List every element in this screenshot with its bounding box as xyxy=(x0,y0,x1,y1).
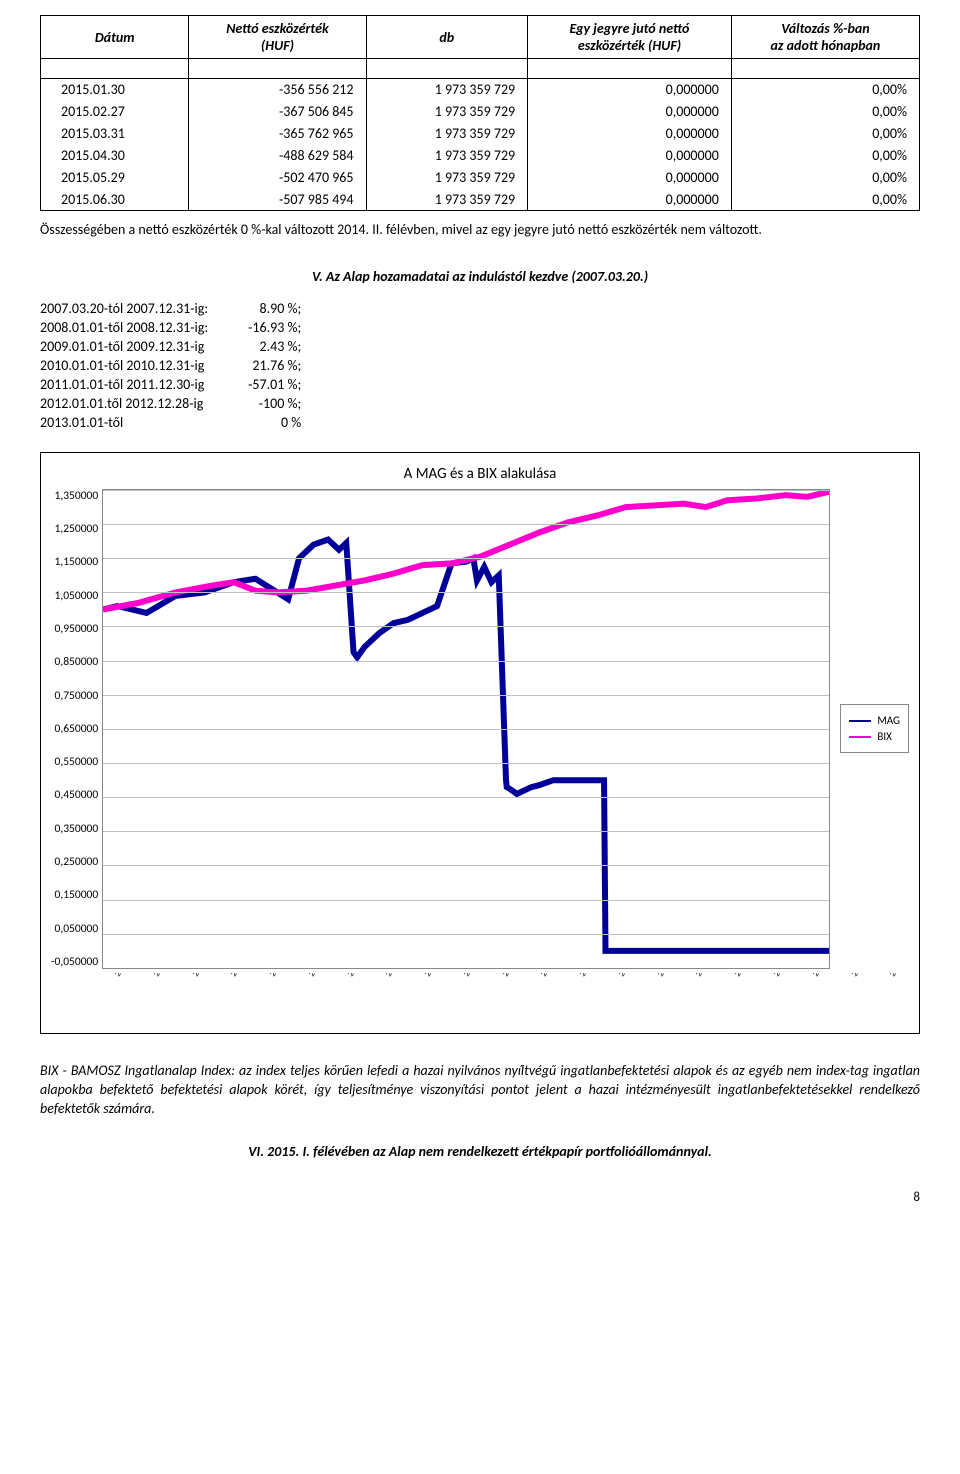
legend-item: BIX xyxy=(849,730,900,743)
table-row: 2015.01.30-356 556 2121 973 359 7290,000… xyxy=(41,79,920,101)
table-header-cell: Egy jegyre jutó nettóeszközérték (HUF) xyxy=(528,16,732,59)
table-cell: -507 985 494 xyxy=(189,189,366,211)
table-cell: 1 973 359 729 xyxy=(366,145,528,167)
table-cell: 0,00% xyxy=(731,145,919,167)
table-cell: -365 762 965 xyxy=(189,123,366,145)
table-cell: 1 973 359 729 xyxy=(366,79,528,101)
returns-row: 2009.01.01-től 2009.12.31-ig2.43 %; xyxy=(40,337,311,356)
table-cell: 0,000000 xyxy=(528,79,732,101)
table-cell: 2015.05.29 xyxy=(41,167,189,189)
chart-y-axis: 1,3500001,2500001,1500001,0500000,950000… xyxy=(51,489,102,969)
chart-series-mag xyxy=(103,539,829,950)
table-cell: 2015.04.30 xyxy=(41,145,189,167)
table-cell: -367 506 845 xyxy=(189,101,366,123)
table-header-cell: Nettó eszközérték(HUF) xyxy=(189,16,366,59)
table-cell: -488 629 584 xyxy=(189,145,366,167)
legend-swatch xyxy=(849,736,871,738)
table-row: 2015.05.29-502 470 9651 973 359 7290,000… xyxy=(41,167,920,189)
returns-row: 2011.01.01-től 2011.12.30-ig-57.01 %; xyxy=(40,375,311,394)
table-cell: 0,000000 xyxy=(528,189,732,211)
table-cell: -502 470 965 xyxy=(189,167,366,189)
table-row: 2015.02.27-367 506 8451 973 359 7290,000… xyxy=(41,101,920,123)
page-number: 8 xyxy=(40,1190,920,1205)
table-cell: 0,000000 xyxy=(528,167,732,189)
chart-container: A MAG és a BIX alakulása 1,3500001,25000… xyxy=(40,452,920,1034)
table-cell: 1 973 359 729 xyxy=(366,101,528,123)
table-row: 2015.04.30-488 629 5841 973 359 7290,000… xyxy=(41,145,920,167)
table-cell: 0,00% xyxy=(731,79,919,101)
returns-table: 2007.03.20-tól 2007.12.31-ig:8.90 %;2008… xyxy=(40,299,311,432)
table-cell: 1 973 359 729 xyxy=(366,189,528,211)
bix-footnote: BIX - BAMOSZ Ingatlanalap Index: az inde… xyxy=(40,1062,920,1119)
chart-title: A MAG és a BIX alakulása xyxy=(51,465,909,483)
chart-x-axis: 2007.03.202007.06.272007.10.022008.01.14… xyxy=(113,973,909,1025)
legend-swatch xyxy=(849,720,871,722)
table-cell: 2015.03.31 xyxy=(41,123,189,145)
returns-row: 2012.01.01.től 2012.12.28-ig-100 %; xyxy=(40,394,311,413)
table-cell: 0,00% xyxy=(731,189,919,211)
table-cell: 2015.02.27 xyxy=(41,101,189,123)
returns-row: 2013.01.01-től0 % xyxy=(40,413,311,432)
section-vi-title: VI. 2015. I. félévében az Alap nem rende… xyxy=(40,1143,920,1160)
table-cell: 0,000000 xyxy=(528,123,732,145)
table-cell: 0,000000 xyxy=(528,145,732,167)
returns-row: 2007.03.20-tól 2007.12.31-ig:8.90 %; xyxy=(40,299,311,318)
table-cell: 1 973 359 729 xyxy=(366,167,528,189)
chart-plot-area xyxy=(102,489,830,969)
table-cell: 2015.01.30 xyxy=(41,79,189,101)
chart-legend: MAG BIX xyxy=(840,704,909,753)
legend-item: MAG xyxy=(849,714,900,727)
table-row: 2015.06.30-507 985 4941 973 359 7290,000… xyxy=(41,189,920,211)
table-cell: 0,00% xyxy=(731,123,919,145)
table-cell: 1 973 359 729 xyxy=(366,123,528,145)
table-header-cell: Dátum xyxy=(41,16,189,59)
table-header-cell: Változás %-banaz adott hónapban xyxy=(731,16,919,59)
table-cell: 2015.06.30 xyxy=(41,189,189,211)
returns-row: 2010.01.01-től 2010.12.31-ig21.76 %; xyxy=(40,356,311,375)
table-cell: 0,00% xyxy=(731,101,919,123)
returns-row: 2008.01.01-től 2008.12.31-ig:-16.93 %; xyxy=(40,318,311,337)
table-cell: 0,000000 xyxy=(528,101,732,123)
table-header-cell: db xyxy=(366,16,528,59)
table-row: 2015.03.31-365 762 9651 973 359 7290,000… xyxy=(41,123,920,145)
section-v-title: V. Az Alap hozamadatai az indulástól kez… xyxy=(40,268,920,285)
table-cell: 0,00% xyxy=(731,167,919,189)
after-table-paragraph: Összességében a nettó eszközérték 0 %-ka… xyxy=(40,221,920,240)
table-cell: -356 556 212 xyxy=(189,79,366,101)
nav-table: DátumNettó eszközérték(HUF)dbEgy jegyre … xyxy=(40,15,920,211)
